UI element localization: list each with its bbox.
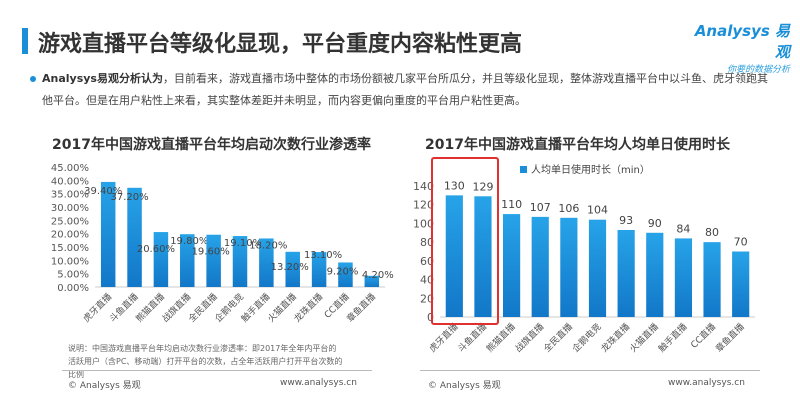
bar [206,234,221,287]
data-label: 104 [587,204,608,217]
data-label: 37.20% [110,192,148,203]
logo-slogan: 你要的数据分析 [726,65,790,75]
analysys-logo: Analysys 易观 你要的数据分析 [680,20,790,75]
data-label: 4.20% [362,270,394,281]
x-tick-label: 战旗直播 [512,321,546,355]
right-divider [420,370,760,371]
right-chart-title: 2017年中国游戏直播平台年均人均单日使用时长 [425,137,730,153]
bar [232,236,248,287]
bar [285,251,300,287]
data-label: 18.20% [249,240,287,251]
left-chart-note: 说明：中国游戏直播平台年均启动次数行业渗透率：即2017年全年内平台的活跃用户（… [68,344,343,379]
left-url: www.analysys.cn [280,378,357,388]
data-label: 39.40% [84,186,122,197]
right-url: www.analysys.cn [668,378,745,388]
x-tick-label: CC直播 [688,321,718,351]
x-tick-label: 企鹅电竞 [570,321,604,355]
data-label: 19.60% [192,247,230,258]
highlight-box [431,157,499,325]
y-tick-label: 45.00% [51,163,89,174]
bar [311,252,327,287]
y-tick-label: 140 [413,180,434,193]
x-tick-label: 虎牙直播 [426,321,460,355]
data-label: 13.10% [304,250,342,261]
bar [503,214,521,317]
bar [646,232,664,317]
left-divider [62,370,372,371]
logo-text: Analysys 易观 [694,22,790,61]
y-tick-label: 15.00% [51,243,89,254]
bar [259,238,274,287]
y-tick-label: 20.00% [51,230,89,241]
right-copyright: © Analysys 易观 [428,381,501,391]
x-tick-label: 熊猫直播 [484,321,518,355]
data-label: 19.10% [224,238,262,249]
bar [338,262,353,287]
y-tick-label: 25.00% [51,216,89,227]
x-tick-label: 触手直播 [656,321,690,355]
data-label: 80 [705,226,719,239]
x-tick-label: 全民直播 [541,321,575,355]
bar [703,242,721,317]
bar [617,229,635,317]
bullet-icon [30,76,36,82]
data-label: 130 [444,179,465,192]
y-tick-label: 100 [413,217,434,230]
data-label: 84 [676,222,690,235]
x-tick-label: 火猫直播 [627,321,661,355]
bar [674,238,692,317]
data-label: 20.60% [137,244,175,255]
data-label: 19.80% [170,236,208,247]
data-label: 107 [530,201,551,214]
x-tick-label: 章鱼直播 [713,321,747,355]
bar [127,187,142,287]
y-tick-label: 80 [420,236,434,249]
data-label: 106 [558,202,579,215]
y-tick-label: 120 [413,199,434,212]
x-tick-label: 章鱼直播 [344,291,378,325]
x-tick-label: 斗鱼直播 [455,321,489,355]
bar [588,219,607,317]
data-label: 110 [501,198,522,211]
page-title: 游戏直播平台等级化显现，平台重度内容粘性更高 [38,32,523,57]
y-tick-label: 40.00% [51,176,89,187]
bar [100,181,116,287]
bar [474,196,492,317]
intro-lead: Analysys易观分析认为 [42,72,163,85]
legend-swatch [520,166,527,173]
x-tick-label: 龙珠直播 [291,291,325,325]
legend-label: 人均单日使用时长（min） [531,163,650,176]
bar [364,275,380,287]
bar [153,232,169,287]
bar [180,234,195,287]
intro-paragraph: Analysys易观分析认为，目前看来，游戏直播市场中整体的市场份额被几家平台所… [42,68,772,112]
y-tick-label: 5.00% [57,270,89,281]
left-chart-title: 2017年中国游戏直播平台年均启动次数行业渗透率 [52,137,371,153]
intro-text: ，目前看来，游戏直播市场中整体的市场份额被几家平台所瓜分，并且等级化显现，整体游… [42,72,768,107]
data-label: 93 [619,214,633,227]
y-tick-label: 35.00% [51,190,89,201]
bar [732,251,750,317]
left-copyright: © Analysys 易观 [68,381,141,391]
data-label: 90 [648,217,662,230]
y-tick-label: 20 [420,292,434,305]
y-tick-label: 10.00% [51,256,89,267]
bar [560,217,578,317]
y-tick-label: 40 [420,274,434,287]
x-tick-label: 龙珠直播 [598,321,632,355]
data-label: 129 [472,180,493,193]
bar [531,216,549,317]
y-tick-label: 0 [427,311,434,324]
y-tick-label: 0.00% [57,283,89,294]
title-accent-bar [22,28,28,54]
y-tick-label: 30.00% [51,203,89,214]
data-label: 13.20% [271,262,309,273]
bar [445,195,463,317]
data-label: 9.20% [327,266,359,277]
y-tick-label: 60 [420,255,434,268]
data-label: 70 [734,236,748,249]
